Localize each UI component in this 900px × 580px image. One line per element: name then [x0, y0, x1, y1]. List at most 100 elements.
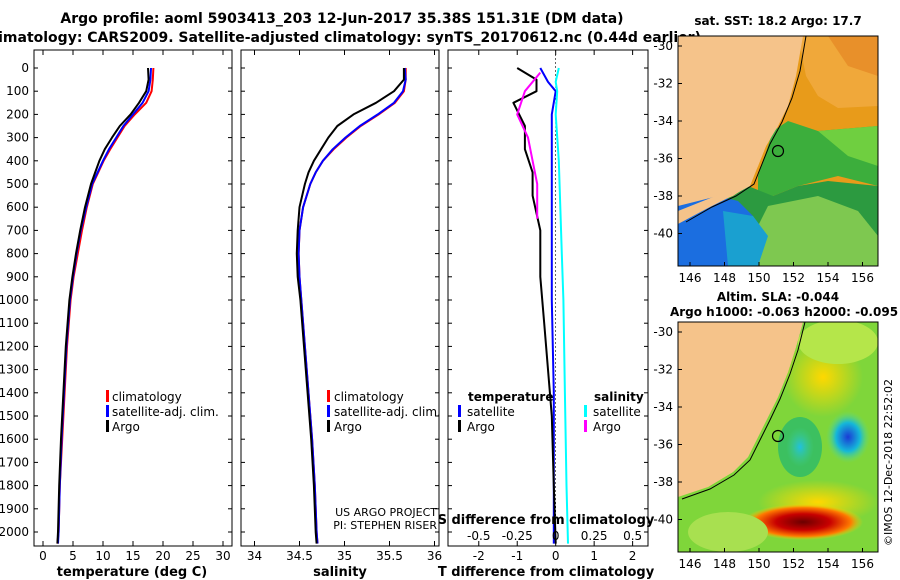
credit-pi: PI: STEPHEN RISER — [333, 519, 437, 532]
map-lat-label: -36 — [653, 152, 673, 166]
x-tick-label: 35.5 — [376, 549, 403, 563]
sla-map: Altim. SLA: -0.044 Argo h1000: -0.063 h2… — [653, 290, 898, 571]
legend-argo-swatch — [327, 420, 330, 432]
temperature-legend: climatology satellite-adj. clim. Argo — [106, 390, 219, 434]
map-lat-label: -34 — [653, 400, 673, 414]
difference-legend: temperature satellite Argo salinity sate… — [458, 390, 644, 434]
legend-t-argo-swatch — [458, 420, 461, 432]
x-tick-label: 20 — [155, 549, 170, 563]
s-difference-label: S difference from climatology — [438, 513, 655, 528]
legend-argo-label: Argo — [334, 420, 362, 434]
map-lat-label: -30 — [653, 39, 673, 53]
map-lat-label: -36 — [653, 438, 673, 452]
depth-tick-label: 100 — [6, 84, 29, 98]
legend-t-header: temperature — [468, 390, 553, 404]
legend-satellite-label: satellite-adj. clim. — [334, 405, 441, 419]
map-lon-label: 154 — [817, 271, 840, 285]
map-lon-label: 152 — [782, 271, 805, 285]
figure-title-line2: Climatology: CARS2009. Satellite-adjuste… — [0, 30, 701, 46]
legend-satellite-swatch — [106, 405, 109, 417]
legend-s-satellite-label: satellite — [593, 405, 641, 419]
legend-s-argo-swatch — [584, 420, 587, 432]
difference-plot-area: -2 -1 0 1 2 — [448, 50, 648, 563]
x-tick-label: 36 — [427, 549, 442, 563]
map-lon-label: 156 — [851, 271, 874, 285]
depth-tick-label: 900 — [6, 270, 29, 284]
series-line-s-argo — [516, 71, 542, 219]
x-tick-label: 34 — [247, 549, 262, 563]
series-line-t-argo — [512, 67, 557, 544]
map-lat-label: -34 — [653, 114, 673, 128]
x-tick-label: 10 — [95, 549, 110, 563]
sst-map-lat-labels: -30 -32 -34 -36 -38 -40 — [653, 39, 682, 241]
legend-s-argo-label: Argo — [593, 420, 621, 434]
salinity-plot-area: 34 34.5 35 35.5 36 — [241, 50, 442, 563]
series-line-s-satellite — [554, 67, 569, 544]
map-lat-label: -40 — [653, 513, 673, 527]
depth-tick-label: 1800 — [0, 479, 29, 493]
argo-float-marker — [771, 429, 785, 443]
x-tick-label: -1 — [511, 549, 523, 563]
s-diff-tick-label: -0.5 — [467, 529, 490, 543]
map-lon-label: 156 — [851, 557, 874, 571]
salinity-panel-frame — [240, 49, 440, 547]
depth-tick-label: 200 — [6, 107, 29, 121]
sla-map-lon-labels: 146 148 150 152 154 156 — [679, 548, 874, 571]
depth-tick-label: 1000 — [0, 293, 29, 307]
temperature-plot-area: 0 5 10 15 20 25 30 — [34, 50, 232, 563]
difference-panel-frame — [447, 49, 649, 547]
x-tick-label: 30 — [215, 549, 230, 563]
x-tick-label: 0 — [39, 549, 47, 563]
depth-tick-label: 300 — [6, 131, 29, 145]
depth-tick-label: 1900 — [0, 502, 29, 516]
map-lon-label: 154 — [817, 557, 840, 571]
map-lon-label: 148 — [713, 557, 736, 571]
s-diff-tick-label: 0 — [552, 529, 560, 543]
sla-map-title-line2: Argo h1000: -0.063 h2000: -0.095 — [670, 305, 898, 319]
map-lat-label: -30 — [653, 325, 673, 339]
map-lat-label: -32 — [653, 77, 673, 91]
x-tick-label: 34.5 — [286, 549, 313, 563]
depth-tick-label: 800 — [6, 247, 29, 261]
depth-tick-label: 2000 — [0, 525, 29, 539]
x-tick-label: 15 — [125, 549, 140, 563]
map-lon-label: 150 — [748, 557, 771, 571]
x-tick-label: 35 — [337, 549, 352, 563]
depth-tick-label: 500 — [6, 177, 29, 191]
sla-map-title-line1: Altim. SLA: -0.044 — [717, 290, 839, 304]
legend-t-argo-label: Argo — [467, 420, 495, 434]
legend-climatology-swatch — [327, 390, 330, 402]
map-lat-label: -38 — [653, 475, 673, 489]
series-line-t-satellite — [539, 67, 557, 544]
legend-climatology-label: climatology — [112, 390, 182, 404]
depth-tick-label: 1500 — [0, 409, 29, 423]
t-difference-xlabel: T difference from climatology — [438, 565, 655, 580]
legend-t-satellite-label: satellite — [467, 405, 515, 419]
legend-climatology-swatch — [106, 390, 109, 402]
depth-tick-label: 1400 — [0, 386, 29, 400]
s-diff-tick-label: 0.25 — [581, 529, 608, 543]
imos-credit: ©IMOS 12-Dec-2018 22:52:02 — [882, 379, 895, 546]
legend-t-satellite-swatch — [458, 405, 461, 417]
map-lon-label: 146 — [679, 271, 702, 285]
s-diff-tick-label: 0.5 — [623, 529, 642, 543]
sst-map: sat. SST: 18.2 Argo: 17.7 -30-32-34-36-3… — [653, 14, 879, 285]
depth-tick-label: 600 — [6, 200, 29, 214]
temperature-panel-frame — [33, 49, 233, 547]
depth-axis-labels: 0 100 200 300 400 500 600 700 800 900 1000 1100 1200… — [0, 61, 29, 539]
series-line-argo — [56, 67, 150, 544]
figure-title-line1: Argo profile: aoml 5903413_203 12-Jun-20… — [60, 11, 623, 27]
legend-s-header: salinity — [594, 390, 644, 404]
map-lon-label: 146 — [679, 557, 702, 571]
legend-satellite-swatch — [327, 405, 330, 417]
depth-tick-label: 700 — [6, 223, 29, 237]
x-tick-label: -2 — [473, 549, 485, 563]
map-lon-label: 150 — [748, 271, 771, 285]
depth-tick-label: 1200 — [0, 339, 29, 353]
x-tick-label: 1 — [590, 549, 598, 563]
depth-tick-label: 1700 — [0, 455, 29, 469]
depth-tick-label: 1300 — [0, 363, 29, 377]
depth-tick-label: 1100 — [0, 316, 29, 330]
s-difference-tick-labels: -0.5 -0.25 0 0.25 0.5 — [467, 529, 642, 543]
argo-float-marker — [771, 144, 785, 158]
